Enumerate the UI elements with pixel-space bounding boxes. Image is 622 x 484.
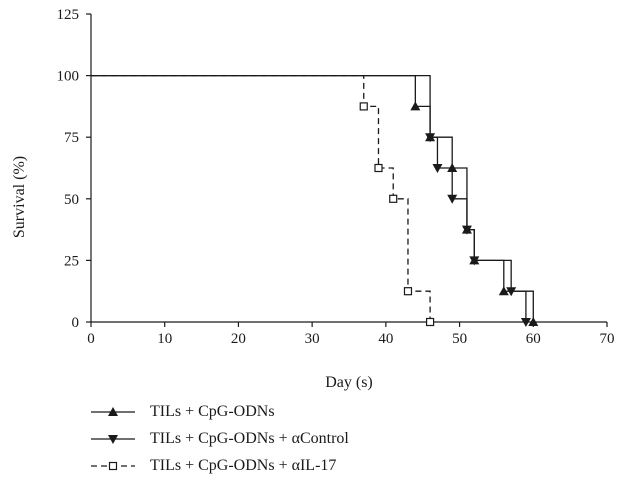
data-point-square: [425, 317, 435, 327]
legend-label-1: TILs + CpG-ODNs: [150, 402, 275, 420]
legend-item-3: TILs + CpG-ODNs + αIL-17: [88, 452, 508, 479]
data-point-triangle-down: [425, 133, 436, 143]
y-tick-label: 50: [64, 192, 79, 208]
x-tick-label: 30: [305, 331, 320, 347]
legend-swatch-triangle-down: [91, 434, 135, 444]
data-point-square: [403, 287, 413, 296]
axes: 0 10 20 30 40 50 60 70 0 25 50 75 100 125: [57, 7, 615, 347]
y-tick-label: 125: [57, 7, 80, 23]
series-1-line: [91, 74, 534, 322]
series-1: [91, 74, 539, 326]
data-point-square: [359, 102, 368, 111]
legend-item-2: TILs + CpG-ODNs + αControl: [88, 425, 508, 452]
legend-swatch-triangle-up: [91, 406, 135, 416]
data-point-triangle-down: [520, 318, 531, 327]
series-3-line: [91, 74, 431, 322]
data-point-square: [374, 163, 383, 173]
legend-label-2: TILs + CpG-ODNs + αControl: [150, 429, 349, 447]
data-point-triangle-down: [447, 194, 458, 204]
series-layer: [91, 74, 539, 327]
x-tick-label: 10: [157, 331, 172, 347]
x-tick-label: 0: [87, 331, 95, 347]
x-tick-label: 50: [452, 331, 467, 347]
y-tick-label: 75: [64, 130, 79, 146]
x-axis-label: Day (s): [325, 374, 373, 391]
x-tick-label: 20: [231, 331, 246, 347]
y-tick-label: 0: [72, 315, 80, 331]
data-point-triangle-up: [498, 286, 509, 296]
y-tick-label: 25: [64, 253, 79, 269]
data-point-triangle-up: [528, 317, 539, 326]
y-tick-label: 100: [57, 69, 80, 85]
data-point-triangle-down: [432, 164, 443, 173]
survival-chart: 0 10 20 30 40 50 60 70 0 25 50 75 100 125 Survival (%…: [11, 7, 615, 391]
x-tick-label: 40: [378, 331, 393, 347]
series-2: [91, 74, 531, 327]
series-2-line: [91, 74, 527, 322]
legend-swatch-square-open: [91, 461, 135, 470]
x-tick-label: 70: [600, 331, 615, 347]
data-point-square: [389, 194, 398, 203]
y-axis-label: Survival (%): [11, 156, 28, 238]
data-point-triangle-down: [506, 287, 517, 297]
data-point-triangle-down: [461, 225, 472, 235]
legend-label-3: TILs + CpG-ODNs + αIL-17: [150, 456, 337, 474]
legend: TILs + CpG-ODNs TILs + CpG-ODNs + αContr…: [88, 398, 508, 479]
x-tick-label: 60: [526, 331, 541, 347]
series-3: [91, 74, 435, 327]
data-point-triangle-up: [410, 101, 421, 111]
data-point-triangle-down: [469, 256, 480, 266]
legend-item-1: TILs + CpG-ODNs: [88, 398, 508, 425]
